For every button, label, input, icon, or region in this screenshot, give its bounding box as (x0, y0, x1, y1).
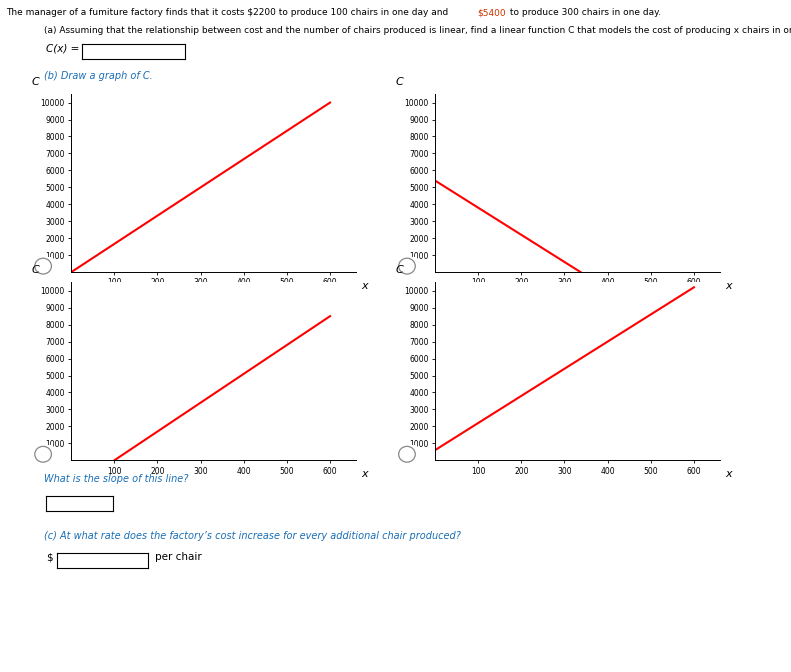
Text: x: x (725, 281, 732, 291)
Text: The manager of a fumiture factory finds that it costs $2200 to produce 100 chair: The manager of a fumiture factory finds … (6, 8, 452, 17)
Text: What is the slope of this line?: What is the slope of this line? (44, 474, 188, 484)
Text: $: $ (46, 552, 52, 562)
Text: x: x (361, 281, 369, 291)
Text: (a) Assuming that the relationship between cost and the number of chairs produce: (a) Assuming that the relationship betwe… (44, 26, 791, 34)
Text: C: C (32, 265, 39, 275)
Text: $5400: $5400 (477, 8, 505, 17)
Text: (b) Draw a graph of C.: (b) Draw a graph of C. (44, 71, 152, 81)
Text: (c) At what rate does the factory’s cost increase for every additional chair pro: (c) At what rate does the factory’s cost… (44, 531, 460, 541)
Text: x: x (361, 469, 369, 479)
Text: C: C (396, 265, 403, 275)
Text: x: x (725, 469, 732, 479)
Text: C: C (396, 77, 403, 87)
Text: C: C (32, 77, 39, 87)
Text: C(x) =: C(x) = (46, 43, 79, 53)
Text: to produce 300 chairs in one day.: to produce 300 chairs in one day. (507, 8, 661, 17)
Text: per chair: per chair (155, 552, 202, 562)
